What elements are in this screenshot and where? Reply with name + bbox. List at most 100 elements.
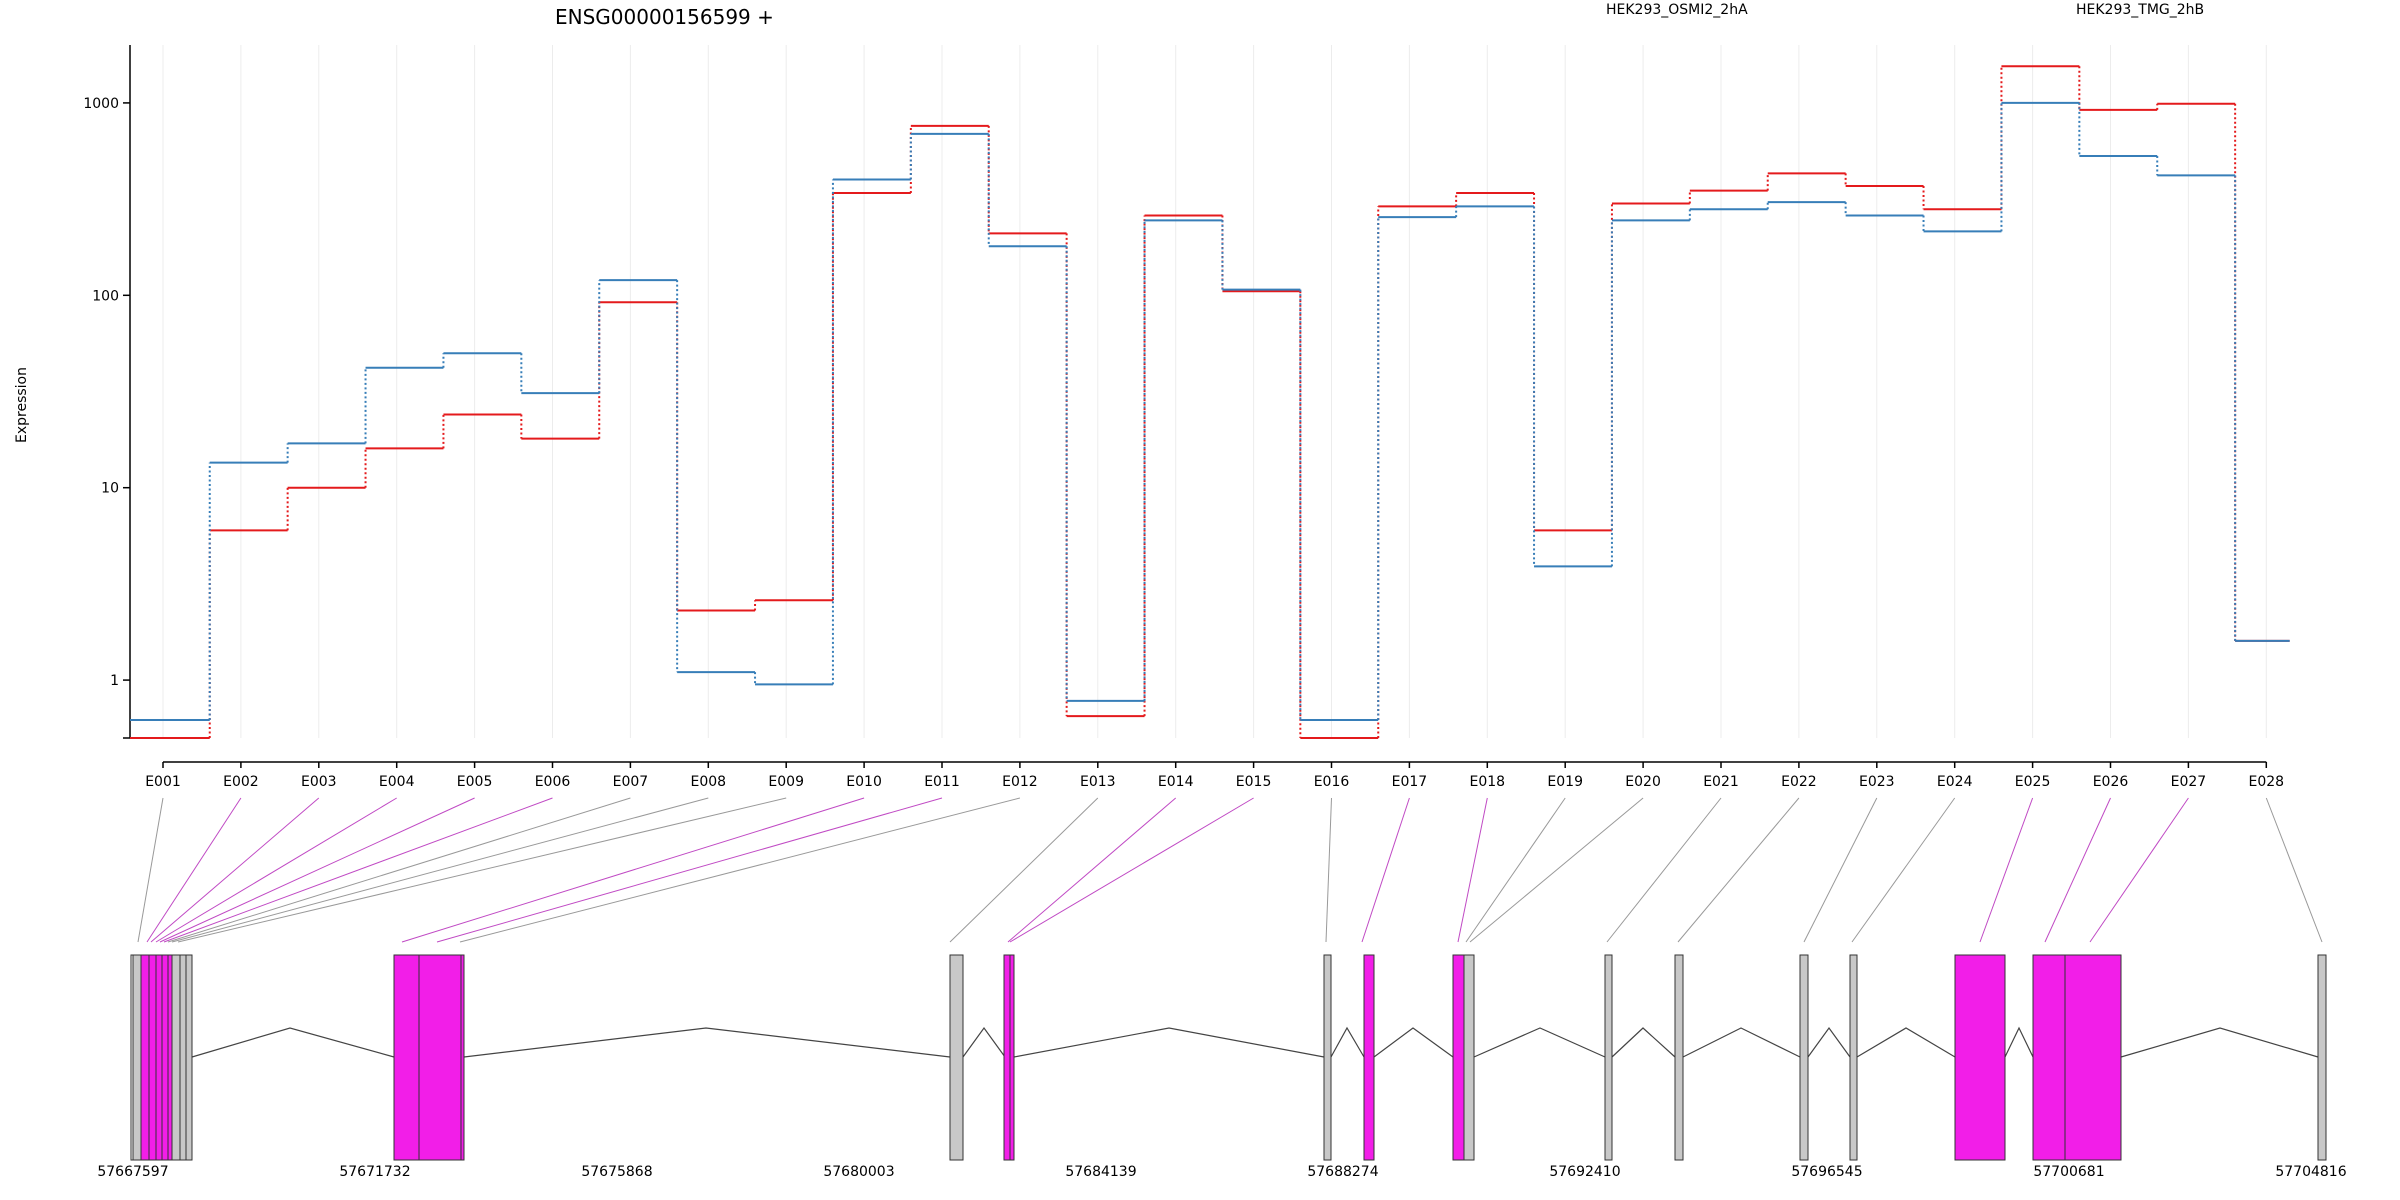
x-tick-label-e023: E023 xyxy=(1859,774,1895,790)
genomic-coordinate-label: 57667597 xyxy=(97,1164,168,1180)
connector-e015 xyxy=(1009,797,1254,943)
y-tick-label: 100 xyxy=(92,288,119,304)
x-tick-label-e005: E005 xyxy=(457,774,493,790)
exon-block-e002 xyxy=(140,954,150,1161)
axes: 1 10 100 1000 E001 E002 E003 E004 E005 E006 E007 E0… xyxy=(83,45,2284,790)
connector-e007 xyxy=(167,797,631,943)
connector-e022 xyxy=(1677,797,1800,943)
genomic-coordinate-label: 57688274 xyxy=(1307,1164,1378,1180)
intron-6 xyxy=(1373,1027,1454,1058)
x-tick-label-e001: E001 xyxy=(145,774,181,790)
text-labels: ENSG00000156599 + Expression HEK293_OSMI… xyxy=(14,2,2204,443)
exon-block-e001 xyxy=(132,954,142,1161)
exon-block-e022 xyxy=(1799,954,1809,1161)
series-lines xyxy=(130,65,2290,739)
exon-block-e026 xyxy=(2032,954,2066,1161)
exon-block-e008 xyxy=(179,954,187,1161)
connector-e014 xyxy=(1007,797,1177,943)
connector-e028 xyxy=(2265,797,2323,943)
genomic-coordinate-label: 57680003 xyxy=(823,1164,894,1180)
x-tick-label-e019: E019 xyxy=(1547,774,1583,790)
intron-10 xyxy=(1807,1026,1851,1058)
exon-connector-lines xyxy=(137,797,2323,943)
exon-block-e019 xyxy=(1463,954,1475,1161)
y-tick-label: 1000 xyxy=(83,96,119,112)
y-tick-label: 1 xyxy=(110,673,119,689)
x-tick-label-e003: E003 xyxy=(301,774,337,790)
x-tick-label-e022: E022 xyxy=(1781,774,1817,790)
exon-block-e003 xyxy=(148,954,157,1161)
connector-e010 xyxy=(401,797,865,943)
connector-e013 xyxy=(949,797,1099,943)
exon-block-e027 xyxy=(2064,954,2122,1161)
x-tick-label-e004: E004 xyxy=(379,774,415,790)
x-tick-label-e007: E007 xyxy=(613,774,649,790)
connector-e023 xyxy=(1803,797,1878,943)
exon-block-e018 xyxy=(1452,954,1465,1161)
intron-1 xyxy=(191,1027,395,1058)
genomic-coordinate-label: 57700681 xyxy=(2033,1164,2104,1180)
connector-e004 xyxy=(155,797,397,943)
x-tick-label-e013: E013 xyxy=(1080,774,1116,790)
connector-e012 xyxy=(459,797,1021,943)
x-tick-label-e009: E009 xyxy=(768,774,804,790)
exon-block-e025 xyxy=(1954,954,2006,1161)
x-tick-label-e010: E010 xyxy=(846,774,882,790)
exon-block-e013 xyxy=(949,954,964,1161)
intron-8 xyxy=(1611,1027,1676,1058)
exon-block-e015 xyxy=(1003,954,1011,1161)
connector-e026 xyxy=(2044,797,2111,943)
exon-block-e017 xyxy=(1363,954,1375,1161)
connector-e021 xyxy=(1606,797,1722,943)
x-tick-label-e018: E018 xyxy=(1470,774,1506,790)
exon-block-e023 xyxy=(1849,954,1858,1161)
connector-e006 xyxy=(163,797,553,943)
connector-e001 xyxy=(137,797,164,943)
genomic-coordinate-label: 57696545 xyxy=(1791,1164,1862,1180)
connector-e005 xyxy=(159,797,475,943)
x-tick-label-e014: E014 xyxy=(1158,774,1194,790)
exon-block-e011 xyxy=(460,954,465,1161)
legend-series-osmi2: HEK293_OSMI2_2hA xyxy=(1606,2,1748,18)
x-tick-label-e017: E017 xyxy=(1392,774,1428,790)
connector-e016 xyxy=(1325,797,1332,943)
exon-block-e010 xyxy=(393,954,420,1161)
x-tick-label-e027: E027 xyxy=(2171,774,2207,790)
intron-9 xyxy=(1682,1027,1801,1058)
genomic-coordinate-label: 57684139 xyxy=(1065,1164,1136,1180)
intron-7 xyxy=(1473,1027,1606,1058)
connector-e027 xyxy=(2089,797,2189,943)
x-tick-label-e025: E025 xyxy=(2015,774,2051,790)
connector-e018 xyxy=(1457,797,1488,943)
exon-block-e028 xyxy=(2317,954,2327,1161)
intron-2 xyxy=(463,1027,951,1058)
chart-title: ENSG00000156599 + xyxy=(555,5,774,29)
exon-block-e006 xyxy=(167,954,173,1161)
genomic-coordinate-label: 57692410 xyxy=(1549,1164,1620,1180)
intron-11 xyxy=(1856,1027,1956,1058)
exon-block-e007 xyxy=(171,954,181,1161)
intron-12 xyxy=(2004,1026,2034,1058)
series-hek293_osmi2_2ha xyxy=(130,65,2290,739)
exon-block-e021 xyxy=(1674,954,1684,1161)
connector-e003 xyxy=(150,797,320,943)
legend-series-tmg: HEK293_TMG_2hB xyxy=(2076,2,2204,18)
x-tick-label-e015: E015 xyxy=(1236,774,1272,790)
genomic-coordinate-label: 57675868 xyxy=(581,1164,652,1180)
exon-block-e009 xyxy=(185,954,193,1161)
x-tick-label-e011: E011 xyxy=(924,774,960,790)
x-tick-label-e021: E021 xyxy=(1703,774,1739,790)
exon-block-e005 xyxy=(161,954,169,1161)
intron-3 xyxy=(962,1026,1006,1058)
gene-model-track: 57667597 57671732 57675868 57680003 57684139… xyxy=(97,954,2347,1180)
x-tick-label-e016: E016 xyxy=(1314,774,1350,790)
x-tick-label-e006: E006 xyxy=(535,774,571,790)
connector-e025 xyxy=(1979,797,2034,943)
connector-e019 xyxy=(1465,797,1566,943)
x-tick-label-e002: E002 xyxy=(223,774,259,790)
connector-e020 xyxy=(1469,797,1644,943)
x-tick-label-e028: E028 xyxy=(2249,774,2285,790)
intron-13 xyxy=(2120,1027,2319,1058)
